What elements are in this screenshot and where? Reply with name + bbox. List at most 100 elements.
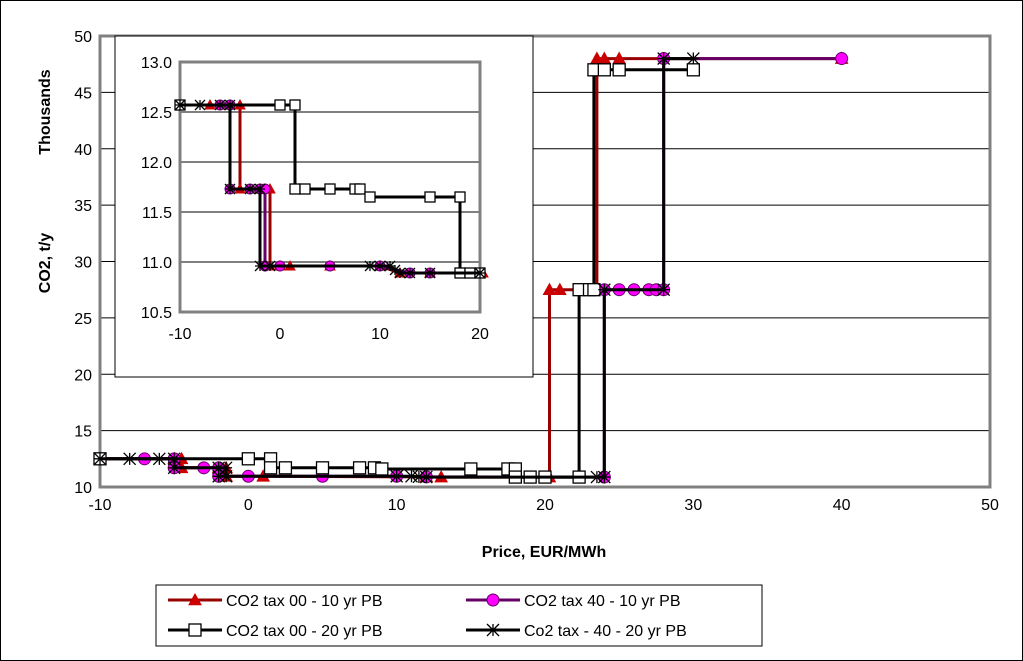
data-point-marker — [454, 191, 466, 203]
y-tick-label: 15 — [74, 424, 92, 441]
data-point-marker — [364, 260, 376, 272]
y-tick-label: 10 — [74, 480, 92, 497]
inset-tick-labels: 10.5 11.0 11.5 12.0 12.5 13.0 -10 0 10 20 — [141, 55, 489, 343]
data-point-marker — [264, 260, 276, 272]
data-point-marker — [254, 183, 266, 195]
data-point-marker — [590, 470, 604, 484]
data-point-marker — [552, 282, 567, 295]
data-point-marker — [464, 462, 478, 476]
data-point-marker — [219, 461, 233, 475]
data-point-marker — [412, 470, 426, 484]
data-point-marker — [244, 183, 256, 195]
data-point-marker — [214, 99, 226, 111]
data-point-marker — [424, 191, 436, 203]
x-tick-label: 50 — [981, 497, 999, 514]
y-tick-label: 12.0 — [141, 155, 172, 172]
legend-marker — [486, 593, 500, 607]
data-point-marker — [352, 461, 367, 475]
y-tick-label: 50 — [74, 29, 92, 46]
legend-marker — [486, 623, 500, 637]
y-tick-label: 45 — [74, 85, 92, 102]
main-tick-labels: 10 15 20 25 30 35 40 45 50 -10 0 10 20 30 40 50 — [74, 29, 999, 514]
y-tick-label: 10.5 — [141, 305, 172, 322]
y-tick-label: 20 — [74, 367, 92, 384]
data-point-marker — [374, 260, 386, 272]
legend: CO2 tax 00 - 10 yr PB CO2 tax 40 - 10 yr … — [168, 592, 687, 640]
y-axis-title: CO2, t/y — [37, 233, 54, 294]
legend-item-1: CO2 tax 40 - 10 yr PB — [466, 593, 681, 610]
legend-label: CO2 tax 00 - 10 yr PB — [226, 593, 383, 610]
data-point-marker — [597, 470, 611, 484]
data-point-marker — [315, 461, 330, 475]
data-point-marker — [299, 183, 311, 195]
x-tick-label: -10 — [88, 497, 111, 514]
data-point-marker — [657, 283, 671, 297]
main-series-group — [93, 51, 849, 484]
series-3 — [93, 52, 700, 484]
legend-label: CO2 tax 00 - 20 yr PB — [226, 623, 383, 640]
data-point-marker — [93, 452, 107, 466]
x-tick-label: 20 — [471, 326, 489, 343]
data-point-marker — [174, 99, 186, 111]
data-point-marker — [686, 52, 700, 66]
y-tick-label: 35 — [74, 198, 92, 215]
data-point-marker — [289, 99, 301, 111]
series-3 — [174, 99, 486, 279]
data-point-marker — [587, 283, 601, 297]
data-point-marker — [424, 267, 436, 279]
data-point-marker — [394, 267, 406, 279]
legend-item-0: CO2 tax 00 - 10 yr PB — [168, 592, 383, 610]
y-tick-label: 11.0 — [142, 255, 172, 272]
x-tick-label: 0 — [244, 497, 253, 514]
x-axis-title: Price, EUR/MWh — [482, 544, 606, 561]
legend-marker — [188, 623, 202, 637]
y-tick-label: 30 — [74, 255, 92, 272]
x-tick-label: 10 — [388, 497, 406, 514]
data-point-marker — [263, 461, 278, 475]
data-point-marker — [612, 63, 626, 77]
data-point-marker — [405, 469, 418, 483]
data-point-marker — [194, 99, 206, 111]
data-point-marker — [123, 452, 137, 466]
y-tick-label: 12.5 — [141, 105, 172, 122]
x-tick-label: 40 — [833, 497, 851, 514]
data-point-marker — [274, 99, 286, 111]
inset-series-group — [174, 98, 489, 279]
data-point-marker — [324, 183, 336, 195]
main-plot-border — [98, 34, 992, 489]
data-point-marker — [686, 63, 700, 77]
y-tick-label: 40 — [74, 142, 92, 159]
inset-background — [114, 35, 534, 378]
data-point-marker — [835, 52, 849, 66]
inset-plot-border — [178, 60, 482, 314]
y-tick-label: 13.0 — [141, 55, 172, 72]
legend-item-2: CO2 tax 00 - 20 yr PB — [168, 623, 383, 640]
legend-label: Co2 tax - 40 - 20 yr PB — [524, 623, 687, 640]
x-tick-label: 20 — [536, 497, 554, 514]
data-point-marker — [390, 469, 404, 483]
data-point-marker — [254, 260, 266, 272]
data-point-marker — [404, 267, 416, 279]
data-point-marker — [224, 183, 236, 195]
x-tick-label: 10 — [371, 326, 389, 343]
x-tick-label: 30 — [684, 497, 702, 514]
data-point-marker — [212, 461, 226, 475]
data-point-marker — [167, 452, 181, 466]
data-point-marker — [289, 183, 301, 195]
legend-item-3: Co2 tax - 40 - 20 yr PB — [466, 623, 687, 640]
data-point-marker — [212, 469, 226, 483]
legend-box — [155, 584, 763, 647]
data-point-marker — [474, 267, 486, 279]
data-point-marker — [389, 264, 401, 276]
y-tick-label: 11.5 — [142, 205, 172, 222]
x-tick-label: 0 — [276, 326, 285, 343]
data-point-marker — [241, 452, 255, 466]
data-point-marker — [224, 99, 236, 111]
legend-marker — [188, 592, 202, 606]
x-tick-label: -10 — [168, 326, 191, 343]
inset-gridlines — [180, 111, 480, 263]
data-point-marker — [597, 63, 611, 77]
data-point-marker — [419, 470, 433, 484]
data-point-marker — [364, 191, 376, 203]
